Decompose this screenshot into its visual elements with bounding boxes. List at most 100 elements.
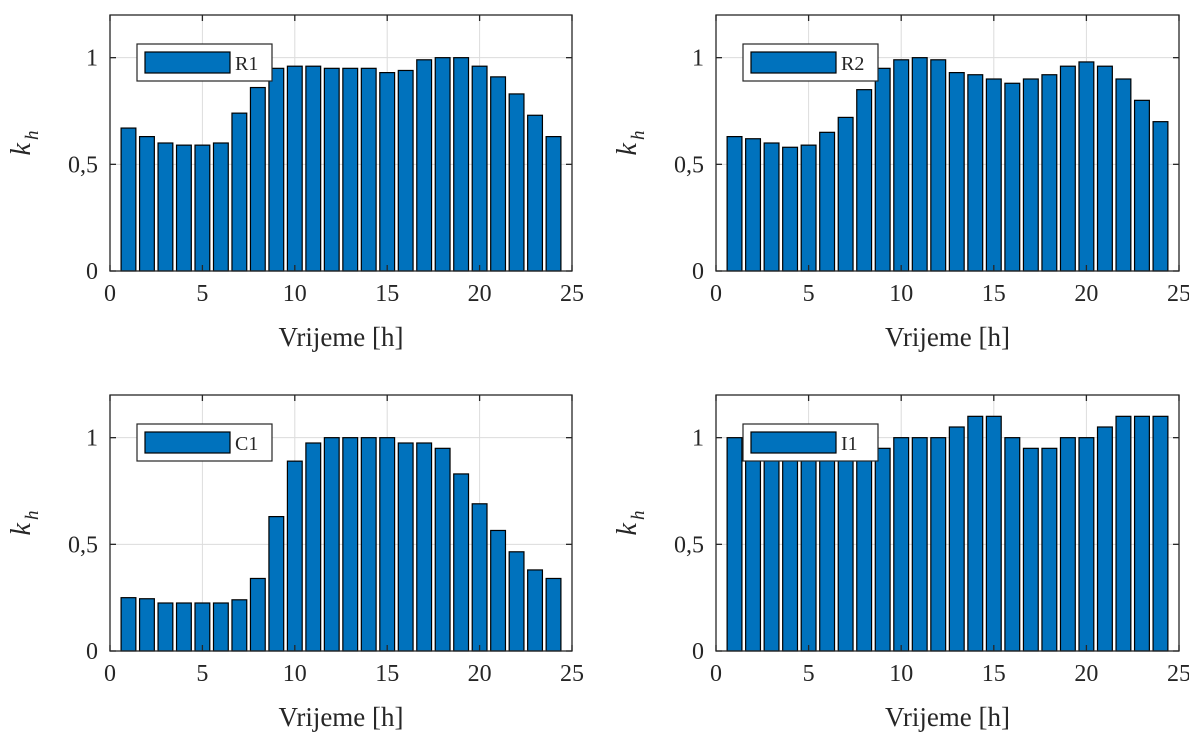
x-axis-label: Vrijeme [h] — [278, 322, 403, 352]
bar — [1096, 65, 1113, 272]
bar — [157, 142, 174, 272]
x-tick-label: 10 — [889, 281, 913, 307]
y-tick-label: 0 — [86, 259, 98, 285]
y-tick-label: 1 — [86, 46, 98, 72]
legend: R1 — [136, 43, 273, 82]
bar — [545, 577, 562, 652]
x-tick-label: 25 — [560, 281, 584, 307]
chart-panel-1: 0 5 10 15 20 25 0 0,5 1 Vrijeme [h] kh R1 — [6, 14, 584, 352]
x-tick-label: 5 — [196, 281, 208, 307]
bar — [527, 569, 544, 652]
bar — [471, 65, 488, 272]
x-tick-label: 20 — [468, 281, 492, 307]
bar — [819, 131, 836, 272]
bar — [342, 67, 359, 272]
chart-panel-3: 0 5 10 15 20 25 0 0,5 1 Vrijeme [h] kh C1 — [6, 394, 584, 732]
y-axis-label-subscript: h — [22, 511, 43, 521]
y-tick-label: 0,5 — [68, 532, 98, 558]
bar — [874, 67, 891, 272]
bar — [893, 59, 910, 272]
x-axis-label: Vrijeme [h] — [885, 322, 1010, 352]
y-axis-label-main: k — [612, 522, 643, 535]
bar — [286, 65, 303, 272]
legend-label: I1 — [841, 433, 858, 455]
bar — [379, 437, 396, 652]
bar — [800, 447, 817, 652]
x-tick-label: 10 — [283, 661, 307, 687]
axes-frame — [715, 394, 1180, 652]
x-tick-label: 20 — [468, 661, 492, 687]
x-tick-label: 0 — [710, 281, 722, 307]
bar — [1078, 61, 1095, 272]
bar — [397, 442, 414, 652]
y-tick-label: 1 — [86, 426, 98, 452]
y-axis-label-subscript: h — [22, 131, 43, 141]
bar — [508, 93, 525, 272]
bar — [967, 74, 984, 272]
legend-swatch — [750, 51, 837, 74]
bar — [157, 602, 174, 652]
bar — [175, 602, 192, 652]
bar — [856, 89, 873, 272]
y-axis-label: kh — [612, 131, 649, 156]
y-axis-label: kh — [612, 511, 649, 536]
bar — [545, 136, 562, 272]
y-axis-label-main: k — [6, 142, 37, 155]
bar — [930, 437, 947, 652]
bar — [527, 114, 544, 272]
y-axis-label-main: k — [612, 142, 643, 155]
y-tick-label: 1 — [692, 426, 704, 452]
x-axis-label: Vrijeme [h] — [278, 702, 403, 732]
bar — [434, 447, 451, 652]
bar — [175, 144, 192, 272]
legend-swatch — [750, 431, 837, 454]
bar — [1004, 82, 1021, 272]
x-tick-label: 25 — [560, 661, 584, 687]
legend-label: C1 — [235, 433, 258, 455]
bar — [490, 529, 507, 652]
bar — [120, 597, 137, 652]
bar — [800, 144, 817, 272]
bar — [1004, 437, 1021, 652]
bar — [434, 57, 451, 272]
bar — [305, 65, 322, 272]
bar — [1133, 415, 1150, 652]
bar — [837, 116, 854, 272]
x-tick-label: 0 — [104, 281, 116, 307]
y-axis-label-main: k — [6, 522, 37, 535]
x-tick-label: 20 — [1074, 281, 1098, 307]
x-tick-label: 15 — [982, 661, 1006, 687]
bar — [745, 138, 762, 272]
bar — [763, 447, 780, 652]
x-tick-label: 25 — [1167, 281, 1189, 307]
bar — [911, 57, 928, 272]
bar — [837, 447, 854, 652]
bar — [490, 76, 507, 272]
legend: I1 — [742, 423, 879, 462]
bar — [1022, 78, 1039, 272]
bar — [745, 447, 762, 652]
bar — [930, 59, 947, 272]
x-tick-label: 0 — [104, 661, 116, 687]
bar — [120, 127, 137, 272]
y-tick-label: 0,5 — [674, 152, 704, 178]
bar — [305, 442, 322, 652]
y-axis-label-subscript: h — [628, 131, 649, 141]
x-tick-label: 0 — [710, 661, 722, 687]
bar — [1152, 121, 1169, 272]
bar — [138, 598, 155, 652]
bar — [1115, 78, 1132, 272]
bar — [782, 146, 799, 272]
bar — [948, 71, 965, 272]
bar — [1096, 426, 1113, 652]
chart-panel-4: 0 5 10 15 20 25 0 0,5 1 Vrijeme [h] kh I1 — [612, 394, 1189, 732]
bar — [453, 57, 470, 272]
bar — [268, 515, 285, 652]
bar — [1152, 415, 1169, 652]
bar — [249, 86, 266, 272]
y-tick-label: 0,5 — [68, 152, 98, 178]
bar — [138, 136, 155, 272]
x-tick-label: 25 — [1167, 661, 1189, 687]
bar — [726, 136, 743, 272]
